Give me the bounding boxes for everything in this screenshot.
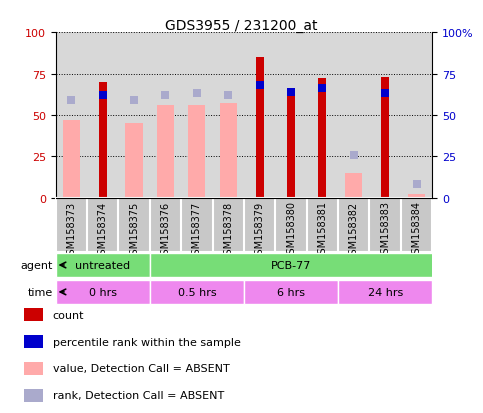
FancyBboxPatch shape bbox=[338, 280, 432, 304]
Text: percentile rank within the sample: percentile rank within the sample bbox=[53, 337, 241, 347]
FancyBboxPatch shape bbox=[150, 280, 244, 304]
Bar bbox=[157, 106, 174, 198]
FancyBboxPatch shape bbox=[56, 253, 150, 278]
Bar bbox=[99, 83, 107, 198]
Bar bbox=[345, 173, 362, 198]
Bar bbox=[126, 124, 142, 198]
Bar bbox=[256, 58, 264, 198]
Text: GSM158384: GSM158384 bbox=[412, 201, 422, 260]
Bar bbox=[24, 389, 43, 402]
Text: GSM158381: GSM158381 bbox=[317, 201, 327, 260]
FancyBboxPatch shape bbox=[56, 280, 150, 304]
Text: GSM158379: GSM158379 bbox=[255, 201, 265, 260]
Text: GSM158376: GSM158376 bbox=[160, 201, 170, 260]
Text: GSM158375: GSM158375 bbox=[129, 201, 139, 260]
Bar bbox=[220, 104, 237, 198]
Bar bbox=[188, 106, 205, 198]
Text: GSM158380: GSM158380 bbox=[286, 201, 296, 260]
Bar bbox=[381, 78, 389, 198]
Text: GSM158374: GSM158374 bbox=[98, 201, 108, 260]
Text: untreated: untreated bbox=[75, 260, 130, 271]
Text: GDS3955 / 231200_at: GDS3955 / 231200_at bbox=[165, 19, 318, 33]
Bar bbox=[318, 79, 327, 198]
Text: 24 hrs: 24 hrs bbox=[368, 287, 403, 297]
Text: GSM158378: GSM158378 bbox=[223, 201, 233, 260]
Text: rank, Detection Call = ABSENT: rank, Detection Call = ABSENT bbox=[53, 390, 224, 401]
Text: agent: agent bbox=[21, 260, 53, 271]
Text: count: count bbox=[53, 310, 84, 320]
Bar bbox=[287, 94, 295, 198]
Text: GSM158373: GSM158373 bbox=[66, 201, 76, 260]
Bar bbox=[408, 195, 425, 198]
Bar bbox=[63, 121, 80, 198]
Text: PCB-77: PCB-77 bbox=[271, 260, 311, 271]
Text: 6 hrs: 6 hrs bbox=[277, 287, 305, 297]
Text: 0.5 hrs: 0.5 hrs bbox=[178, 287, 216, 297]
Text: value, Detection Call = ABSENT: value, Detection Call = ABSENT bbox=[53, 363, 229, 374]
Text: GSM158382: GSM158382 bbox=[349, 201, 359, 260]
Bar bbox=[24, 335, 43, 348]
Text: time: time bbox=[28, 287, 53, 297]
Bar bbox=[24, 309, 43, 321]
Text: 0 hrs: 0 hrs bbox=[89, 287, 116, 297]
FancyBboxPatch shape bbox=[150, 253, 448, 278]
Bar bbox=[24, 362, 43, 375]
Text: GSM158383: GSM158383 bbox=[380, 201, 390, 260]
Text: GSM158377: GSM158377 bbox=[192, 201, 202, 260]
FancyBboxPatch shape bbox=[244, 280, 338, 304]
